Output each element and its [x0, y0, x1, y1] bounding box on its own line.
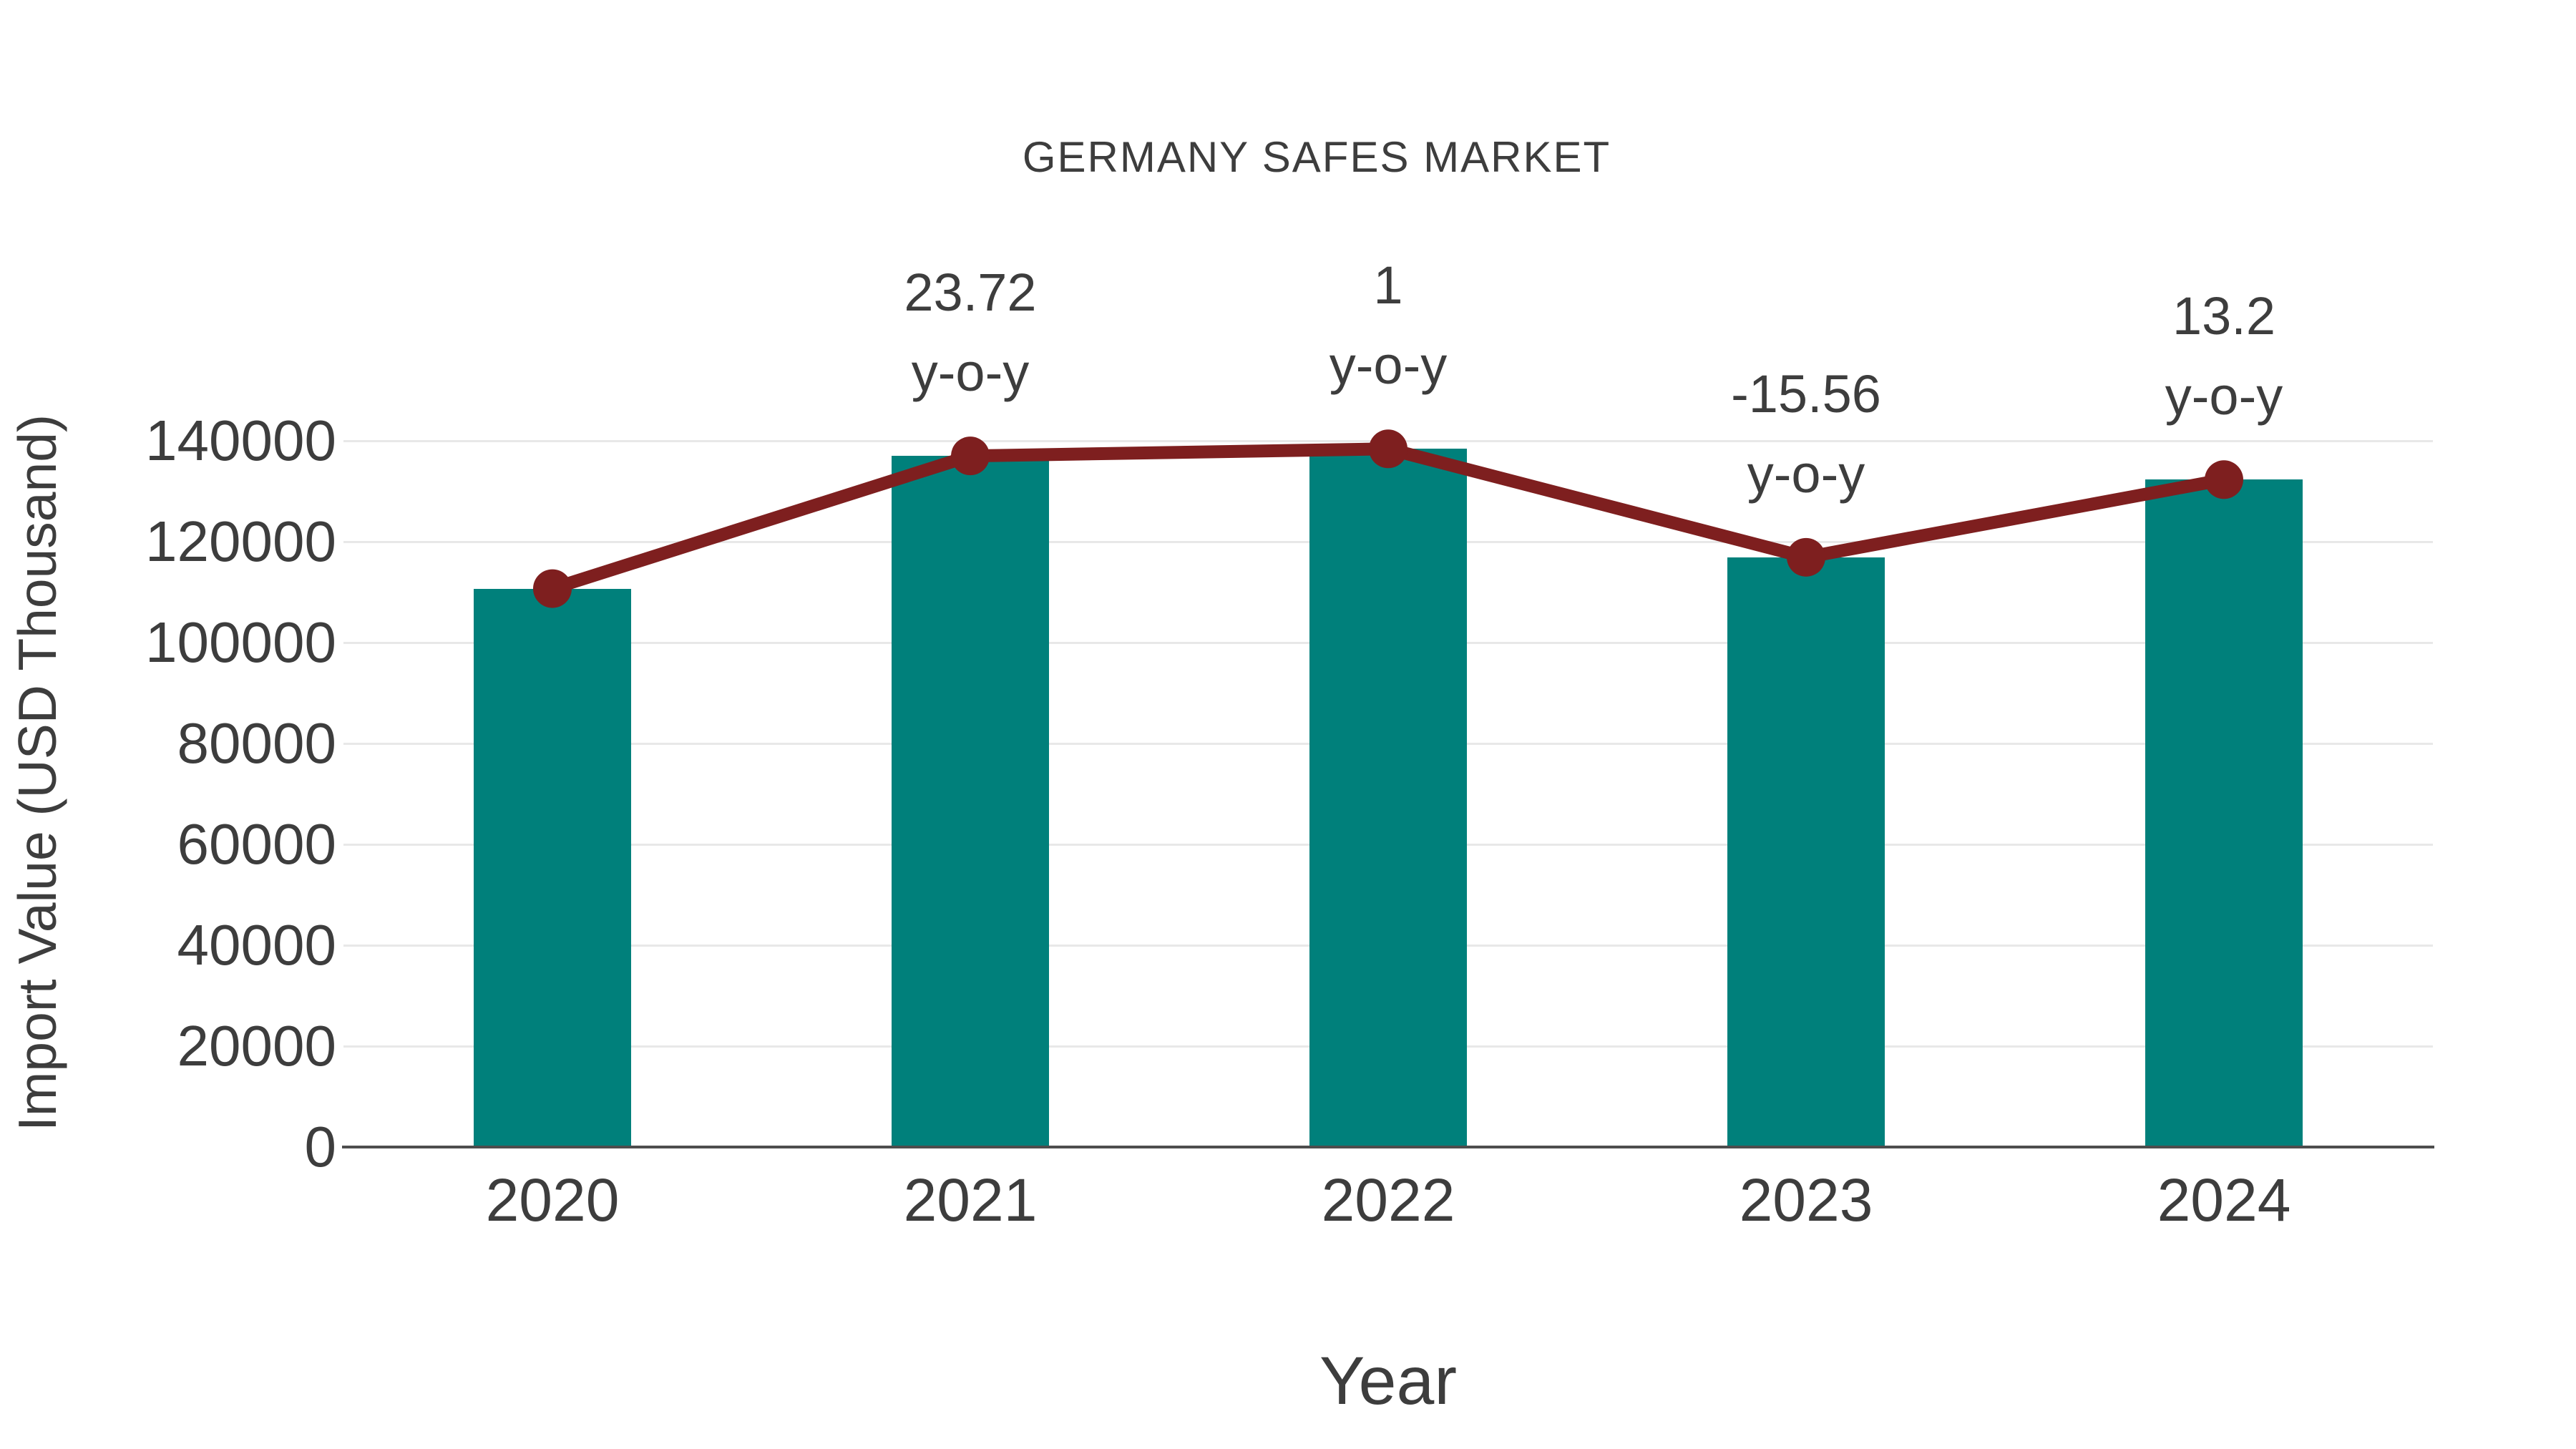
y-tick-label: 100000: [145, 610, 336, 674]
annotation-2021: 23.72 y-o-y: [904, 253, 1036, 413]
annotation-value: 13.2: [2172, 286, 2276, 346]
x-tick-label: 2021: [903, 1166, 1038, 1234]
y-tick-label: 140000: [145, 409, 336, 472]
annotation-yoy-label: y-o-y: [2165, 366, 2283, 426]
bar-2023: [1727, 557, 1885, 1147]
y-tick-label: 0: [304, 1115, 337, 1179]
x-axis-line: [342, 1146, 2434, 1148]
chart-title: GERMANY SAFES MARKET: [1022, 133, 1611, 181]
x-axis-title: Year: [1319, 1343, 1457, 1419]
annotation-2024: 13.2 y-o-y: [2165, 276, 2283, 436]
y-tick-label: 60000: [177, 812, 336, 876]
bar-2021: [892, 456, 1049, 1147]
annotation-value: -15.56: [1731, 364, 1881, 424]
y-tick-label: 40000: [177, 913, 336, 977]
y-tick-label: 120000: [145, 509, 336, 573]
x-tick-label: 2020: [485, 1166, 620, 1234]
annotation-2022: 1 y-o-y: [1330, 245, 1447, 406]
x-tick-label: 2023: [1739, 1166, 1873, 1234]
x-tick-label: 2022: [1321, 1166, 1455, 1234]
annotation-value: 1: [1373, 255, 1403, 316]
x-tick-label: 2024: [2157, 1166, 2291, 1234]
y-tick-label: 80000: [177, 711, 336, 775]
annotation-yoy-label: y-o-y: [911, 343, 1030, 403]
bar-2022: [1309, 449, 1467, 1147]
annotation-value: 23.72: [904, 263, 1037, 323]
gridline: [343, 439, 2433, 442]
annotation-2023: -15.56 y-o-y: [1731, 354, 1881, 514]
bar-2020: [474, 588, 631, 1147]
annotation-yoy-label: y-o-y: [1329, 336, 1448, 396]
bar-2024: [2145, 479, 2303, 1147]
y-tick-label: 20000: [177, 1014, 336, 1078]
annotation-yoy-label: y-o-y: [1747, 444, 1865, 504]
